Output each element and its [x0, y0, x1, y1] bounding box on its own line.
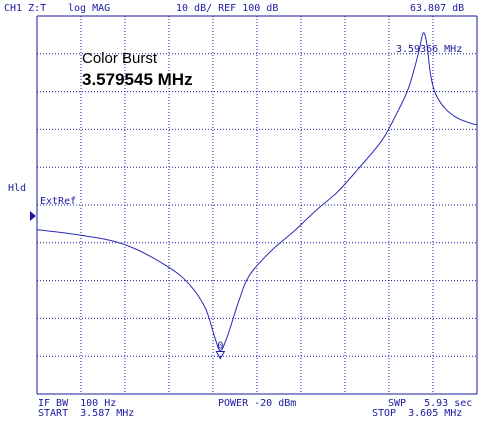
- stop-label: STOP 3.605 MHz: [372, 408, 463, 419]
- ref-pointer: [30, 211, 36, 221]
- annotation-value: 3.579545 MHz: [82, 70, 193, 89]
- marker-number: 0: [217, 341, 223, 352]
- scale-ref-label: 10 dB/ REF 100 dB: [176, 3, 279, 14]
- graticule: [36, 15, 478, 395]
- hold-label: Hld: [8, 183, 27, 194]
- marker-frequency: 3.59366 MHz: [396, 44, 463, 55]
- trace-line: [36, 32, 478, 352]
- marker-group: 0: [215, 341, 226, 360]
- extref-label: ExtRef: [40, 196, 77, 207]
- ifbw-label: IF BW 100 Hz: [38, 398, 117, 409]
- marker-value: 63.807 dB: [410, 3, 465, 14]
- sweep-label: SWP 5.93 sec: [388, 398, 473, 409]
- annotation-title: Color Burst: [82, 50, 158, 67]
- start-label: START 3.587 MHz: [38, 408, 135, 419]
- marker-triangle: [215, 351, 226, 360]
- format-label: log MAG: [68, 3, 111, 14]
- power-label: POWER -20 dBm: [218, 398, 297, 409]
- channel-label: CH1 Z:T: [4, 3, 47, 14]
